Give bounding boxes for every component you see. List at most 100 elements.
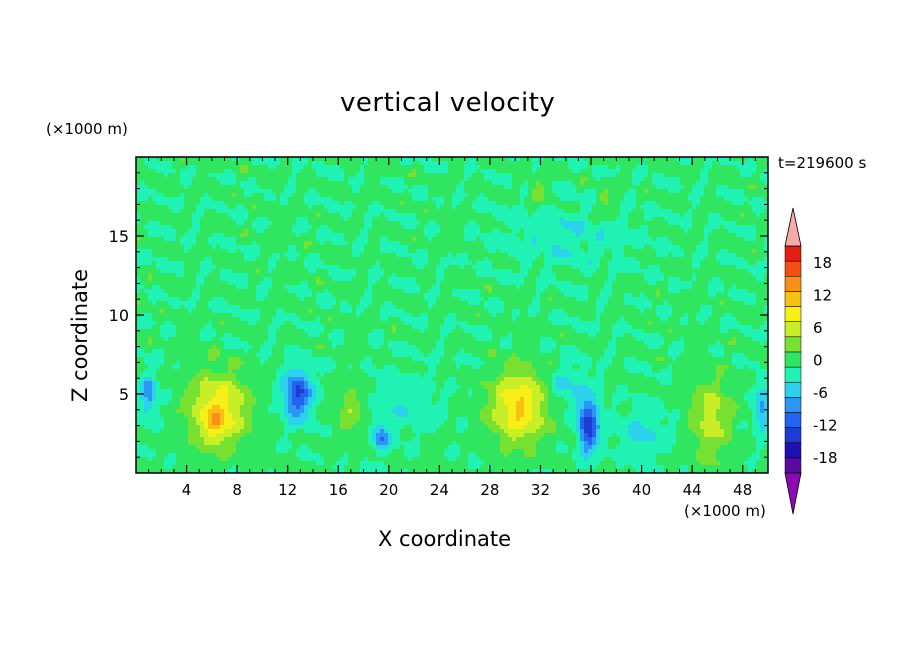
- field-cell: [184, 269, 188, 273]
- field-cell: [440, 169, 444, 173]
- field-cell: [716, 157, 720, 161]
- field-cell: [696, 269, 700, 273]
- field-cell: [696, 249, 700, 253]
- field-cell: [436, 217, 440, 221]
- field-cell: [320, 165, 324, 169]
- field-cell: [544, 261, 548, 265]
- field-cell: [640, 201, 644, 205]
- field-cell: [304, 221, 308, 225]
- field-cell: [204, 181, 208, 185]
- field-cell: [536, 165, 540, 169]
- field-cell: [432, 205, 436, 209]
- field-cell: [420, 157, 424, 161]
- field-cell: [540, 205, 544, 209]
- field-cell: [184, 201, 188, 205]
- field-cell: [352, 249, 356, 253]
- field-cell: [240, 229, 244, 233]
- field-cell: [684, 253, 688, 257]
- field-cell: [236, 181, 240, 185]
- field-cell: [512, 213, 516, 217]
- field-cell: [760, 181, 764, 185]
- field-cell: [320, 221, 324, 225]
- field-cell: [640, 253, 644, 257]
- field-cell: [424, 157, 428, 161]
- field-cell: [248, 229, 252, 233]
- field-cell: [440, 225, 444, 229]
- field-cell: [240, 213, 244, 217]
- field-cell: [580, 257, 584, 261]
- field-cell: [136, 277, 140, 281]
- field-cell: [344, 213, 348, 217]
- field-cell: [472, 277, 476, 281]
- field-cell: [188, 221, 192, 225]
- field-cell: [268, 197, 272, 201]
- field-cell: [716, 249, 720, 253]
- field-cell: [280, 185, 284, 189]
- field-cell: [272, 221, 276, 225]
- field-cell: [756, 165, 760, 169]
- field-cell: [316, 217, 320, 221]
- field-cell: [288, 225, 292, 229]
- field-cell: [264, 217, 268, 221]
- field-cell: [164, 205, 168, 209]
- field-cell: [512, 165, 516, 169]
- field-cell: [724, 233, 728, 237]
- field-cell: [320, 261, 324, 265]
- field-cell: [504, 165, 508, 169]
- field-cell: [456, 197, 460, 201]
- field-cell: [160, 189, 164, 193]
- field-cell: [648, 237, 652, 241]
- field-cell: [552, 177, 556, 181]
- field-cell: [188, 205, 192, 209]
- field-cell: [648, 185, 652, 189]
- field-cell: [384, 269, 388, 273]
- field-cell: [380, 197, 384, 201]
- field-cell: [760, 273, 764, 277]
- field-cell: [188, 229, 192, 233]
- field-cell: [752, 277, 756, 281]
- field-cell: [236, 197, 240, 201]
- field-cell: [420, 213, 424, 217]
- field-cell: [328, 189, 332, 193]
- field-cell: [204, 197, 208, 201]
- field-cell: [496, 269, 500, 273]
- field-cell: [720, 205, 724, 209]
- field-cell: [200, 177, 204, 181]
- field-cell: [176, 177, 180, 181]
- field-cell: [296, 241, 300, 245]
- field-cell: [292, 253, 296, 257]
- field-cell: [576, 233, 580, 237]
- field-cell: [516, 269, 520, 273]
- field-cell: [692, 261, 696, 265]
- field-cell: [328, 157, 332, 161]
- field-cell: [468, 169, 472, 173]
- field-cell: [164, 257, 168, 261]
- field-cell: [192, 217, 196, 221]
- field-cell: [748, 165, 752, 169]
- field-cell: [260, 169, 264, 173]
- field-cell: [268, 205, 272, 209]
- field-cell: [276, 273, 280, 277]
- field-cell: [652, 197, 656, 201]
- field-cell: [360, 281, 364, 285]
- field-cell: [248, 249, 252, 253]
- field-cell: [564, 201, 568, 205]
- field-cell: [340, 169, 344, 173]
- field-cell: [140, 193, 144, 197]
- field-cell: [140, 265, 144, 269]
- field-cell: [248, 165, 252, 169]
- field-cell: [680, 197, 684, 201]
- field-cell: [416, 229, 420, 233]
- field-cell: [148, 165, 152, 169]
- field-cell: [404, 161, 408, 165]
- field-cell: [144, 213, 148, 217]
- field-cell: [256, 209, 260, 213]
- field-cell: [744, 161, 748, 165]
- field-cell: [492, 201, 496, 205]
- field-cell: [588, 245, 592, 249]
- field-cell: [184, 265, 188, 269]
- field-cell: [736, 225, 740, 229]
- field-cell: [704, 229, 708, 233]
- field-cell: [380, 157, 384, 161]
- field-cell: [316, 161, 320, 165]
